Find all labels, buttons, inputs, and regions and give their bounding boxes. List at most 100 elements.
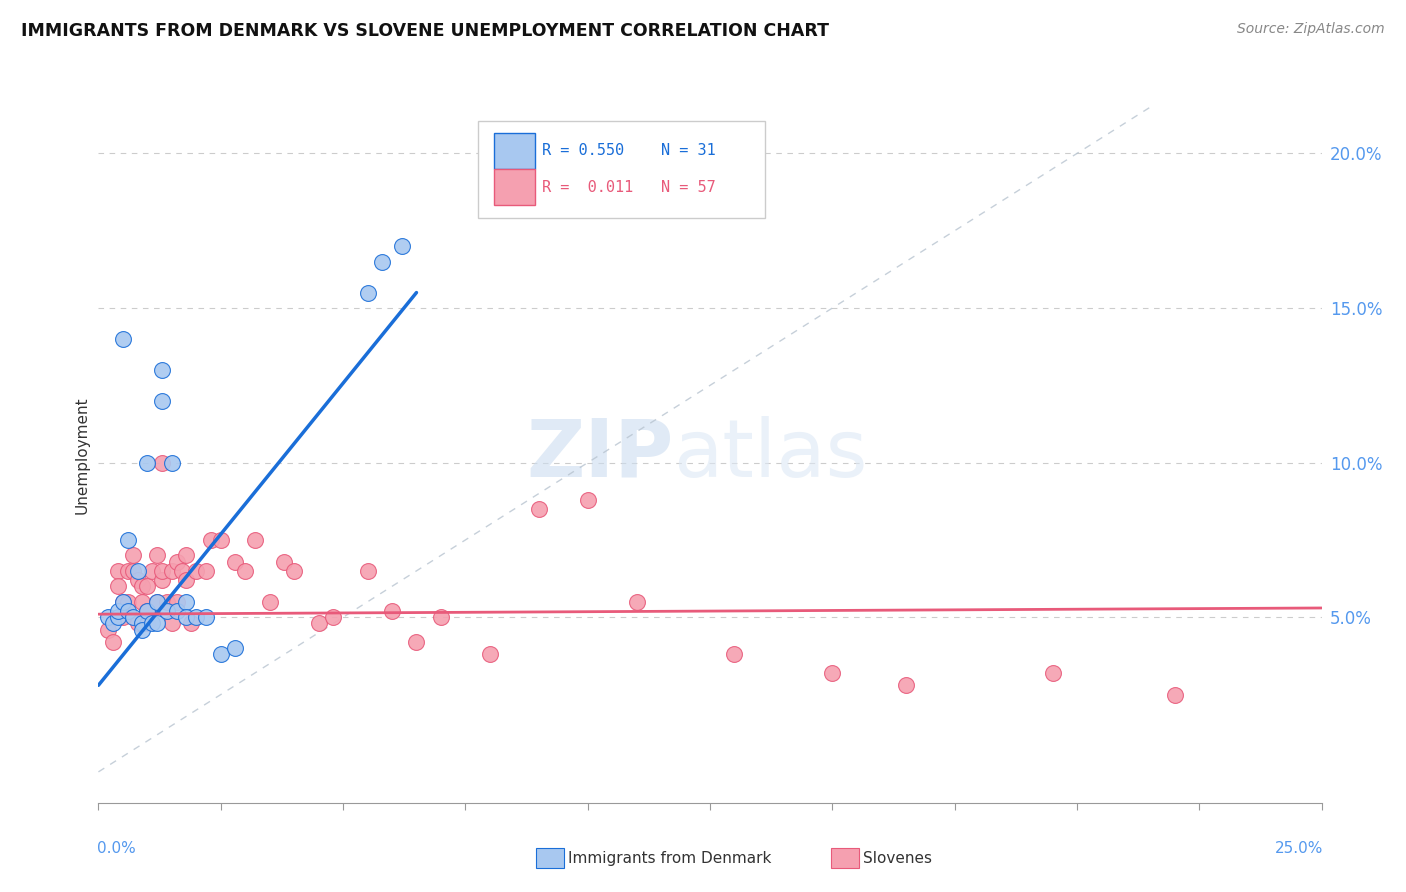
Point	[322, 610, 344, 624]
Point	[131, 616, 153, 631]
Point	[723, 648, 745, 662]
Point	[308, 616, 330, 631]
Text: Immigrants from Denmark: Immigrants from Denmark	[568, 851, 772, 865]
Point	[131, 595, 153, 609]
Point	[166, 555, 188, 569]
Point	[127, 573, 149, 587]
Point	[107, 579, 129, 593]
Text: Source: ZipAtlas.com: Source: ZipAtlas.com	[1237, 22, 1385, 37]
Point	[894, 678, 917, 692]
Point	[97, 623, 120, 637]
Point	[146, 616, 169, 631]
FancyBboxPatch shape	[494, 169, 536, 205]
Point	[170, 564, 193, 578]
Point	[136, 579, 159, 593]
Point	[430, 610, 453, 624]
Point	[273, 555, 295, 569]
Point	[127, 616, 149, 631]
Point	[131, 623, 153, 637]
Point	[405, 635, 427, 649]
FancyBboxPatch shape	[478, 121, 765, 219]
Point	[209, 533, 232, 547]
Point	[160, 456, 183, 470]
Point	[101, 616, 124, 631]
Point	[356, 564, 378, 578]
Point	[160, 564, 183, 578]
Point	[117, 564, 139, 578]
Point	[478, 648, 501, 662]
Point	[141, 564, 163, 578]
Point	[141, 616, 163, 631]
Point	[150, 393, 173, 408]
Point	[195, 564, 218, 578]
Point	[136, 604, 159, 618]
Text: 0.0%: 0.0%	[97, 841, 136, 856]
Point	[146, 549, 169, 563]
Point	[176, 573, 198, 587]
Point	[243, 533, 266, 547]
Point	[97, 610, 120, 624]
Point	[166, 604, 188, 618]
Point	[117, 595, 139, 609]
FancyBboxPatch shape	[494, 133, 536, 169]
Point	[146, 595, 169, 609]
Point	[527, 502, 550, 516]
Point	[1164, 688, 1187, 702]
Point	[107, 604, 129, 618]
Point	[160, 616, 183, 631]
Text: ZIP: ZIP	[526, 416, 673, 494]
Point	[117, 533, 139, 547]
Point	[111, 332, 134, 346]
Text: N = 57: N = 57	[661, 179, 716, 194]
Point	[166, 595, 188, 609]
Point	[121, 610, 143, 624]
Point	[195, 610, 218, 624]
Point	[136, 456, 159, 470]
Point	[200, 533, 222, 547]
Point	[1042, 665, 1064, 680]
Text: 25.0%: 25.0%	[1274, 841, 1323, 856]
Point	[156, 604, 179, 618]
Point	[209, 648, 232, 662]
Point	[224, 555, 246, 569]
Point	[233, 564, 256, 578]
Point	[176, 595, 198, 609]
Y-axis label: Unemployment: Unemployment	[75, 396, 90, 514]
Point	[146, 595, 169, 609]
Text: Slovenes: Slovenes	[863, 851, 932, 865]
Point	[111, 595, 134, 609]
Point	[107, 610, 129, 624]
Point	[381, 604, 404, 618]
Point	[150, 456, 173, 470]
Point	[371, 254, 394, 268]
Point	[259, 595, 281, 609]
Point	[156, 595, 179, 609]
Point	[111, 610, 134, 624]
Text: atlas: atlas	[673, 416, 868, 494]
Point	[224, 641, 246, 656]
Point	[391, 239, 413, 253]
Point	[176, 610, 198, 624]
Point	[121, 564, 143, 578]
Point	[186, 610, 208, 624]
Point	[136, 604, 159, 618]
Point	[101, 635, 124, 649]
Text: IMMIGRANTS FROM DENMARK VS SLOVENE UNEMPLOYMENT CORRELATION CHART: IMMIGRANTS FROM DENMARK VS SLOVENE UNEMP…	[21, 22, 830, 40]
Point	[121, 549, 143, 563]
Point	[136, 616, 159, 631]
Point	[150, 573, 173, 587]
Point	[821, 665, 844, 680]
Text: N = 31: N = 31	[661, 144, 716, 159]
Point	[356, 285, 378, 300]
Point	[626, 595, 648, 609]
Text: R = 0.550: R = 0.550	[543, 144, 624, 159]
Point	[186, 564, 208, 578]
Point	[283, 564, 305, 578]
Point	[131, 579, 153, 593]
Point	[111, 595, 134, 609]
Point	[150, 564, 173, 578]
Point	[117, 604, 139, 618]
Text: R =  0.011: R = 0.011	[543, 179, 634, 194]
Point	[150, 363, 173, 377]
Point	[576, 492, 599, 507]
